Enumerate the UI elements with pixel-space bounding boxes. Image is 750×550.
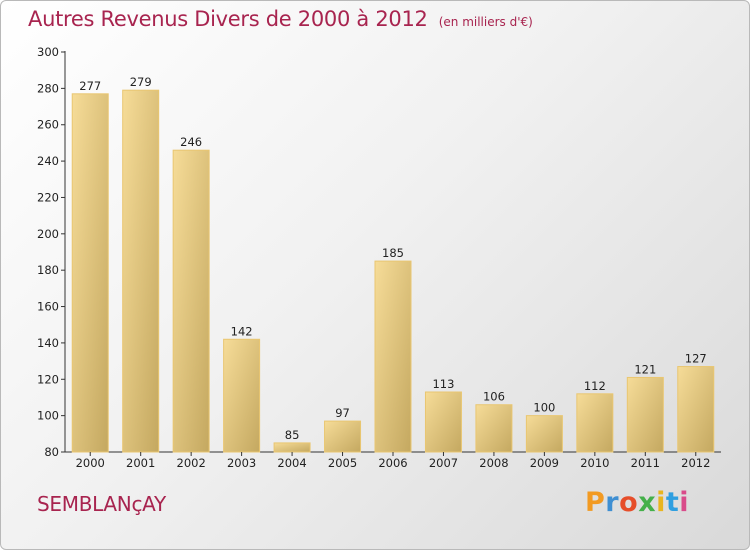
chart-title-unit: (en milliers d'€) — [438, 15, 533, 29]
bar — [626, 376, 664, 453]
chart-title-main: Autres Revenus Divers de 2000 à 2012 — [28, 7, 428, 31]
bar-value-label: 246 — [180, 135, 202, 149]
bar — [172, 149, 210, 453]
x-tick-label: 2004 — [277, 456, 306, 470]
bar — [374, 260, 412, 453]
bar-value-label: 113 — [432, 377, 454, 391]
logo-letter: i — [656, 487, 666, 518]
logo-letter: x — [638, 487, 657, 518]
y-tick-label: 280 — [37, 81, 59, 95]
bar-value-label: 127 — [685, 352, 707, 366]
bar — [122, 89, 160, 453]
y-tick-label: 240 — [37, 154, 59, 168]
y-tick-label: 100 — [37, 409, 59, 423]
bar-value-label: 142 — [231, 324, 253, 338]
y-tick-label: 180 — [37, 263, 59, 277]
y-tick-label: 140 — [37, 336, 59, 350]
bar-value-label: 100 — [533, 401, 555, 415]
bar-value-label: 121 — [634, 362, 656, 376]
x-tick-label: 2000 — [76, 456, 105, 470]
y-tick-label: 300 — [37, 45, 59, 59]
logo-letter: i — [679, 487, 690, 518]
logo-letter: o — [619, 487, 639, 518]
chart-title: Autres Revenus Divers de 2000 à 2012 (en… — [28, 7, 533, 31]
x-tick-label: 2006 — [378, 456, 407, 470]
proxiti-logo: Proxiti — [585, 487, 689, 518]
bar-value-label: 97 — [335, 406, 350, 420]
bar — [273, 442, 311, 453]
bar-value-label: 277 — [79, 79, 101, 93]
y-tick-label: 160 — [37, 300, 59, 314]
y-tick-label: 80 — [44, 445, 59, 459]
bar — [576, 393, 614, 453]
bar-value-label: 85 — [285, 428, 300, 442]
bar — [525, 415, 563, 453]
bar — [324, 420, 362, 453]
x-tick-label: 2008 — [479, 456, 508, 470]
x-tick-label: 2010 — [580, 456, 609, 470]
bar — [677, 366, 715, 453]
town-name: SEMBLANçAY — [37, 492, 166, 516]
x-tick-label: 2007 — [429, 456, 458, 470]
x-tick-label: 2012 — [681, 456, 710, 470]
bar — [223, 338, 261, 453]
y-tick-label: 120 — [37, 372, 59, 386]
bar-value-label: 112 — [584, 379, 606, 393]
x-tick-label: 2003 — [227, 456, 256, 470]
bar-value-label: 185 — [382, 246, 404, 260]
bar-value-label: 106 — [483, 390, 505, 404]
bar — [424, 391, 462, 453]
x-tick-label: 2011 — [631, 456, 660, 470]
x-tick-label: 2002 — [177, 456, 206, 470]
x-tick-label: 2005 — [328, 456, 357, 470]
logo-letter: P — [585, 487, 606, 518]
logo-letter: t — [665, 487, 680, 518]
y-tick-label: 260 — [37, 118, 59, 132]
bar-value-label: 279 — [130, 75, 152, 89]
y-tick-label: 200 — [37, 227, 59, 241]
x-tick-label: 2001 — [126, 456, 155, 470]
y-tick-label: 220 — [37, 190, 59, 204]
bar — [475, 404, 513, 453]
bar — [71, 93, 109, 453]
x-tick-label: 2009 — [530, 456, 559, 470]
logo-letter: r — [605, 487, 620, 518]
